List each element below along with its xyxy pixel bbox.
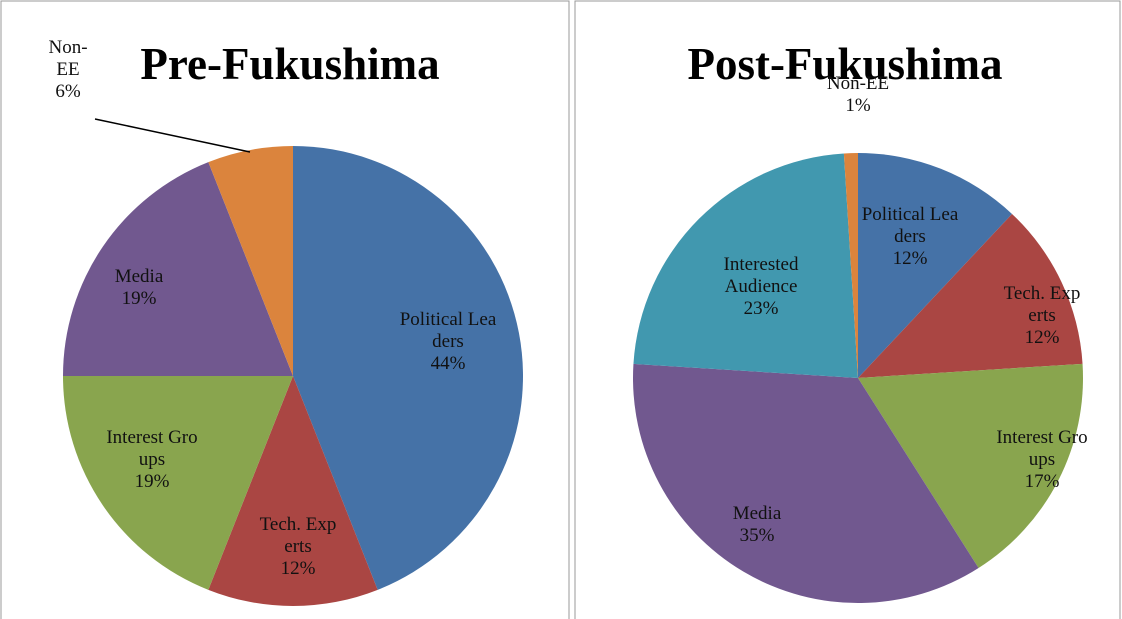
pie-slice — [843, 153, 858, 378]
slice-label: Interest Groups 17% — [992, 427, 1092, 493]
value-label: 6% — [55, 81, 81, 102]
category-label: Political Leaders — [861, 204, 959, 247]
category-label: Non-EE — [826, 73, 890, 94]
category-label: Interest Groups — [106, 427, 198, 470]
value-label: 19% — [134, 471, 170, 492]
pie-slice — [633, 153, 858, 378]
panel-border — [574, 0, 1121, 619]
slice-label: Interest Groups 19% — [102, 427, 202, 493]
value-label: 12% — [892, 248, 928, 269]
category-label: Political Leaders — [399, 309, 497, 352]
panel-border — [0, 0, 570, 619]
chart-title: Pre-Fukushima — [140, 39, 440, 89]
slice-label: Interested Audience 23% — [720, 254, 802, 320]
pie-slice — [858, 213, 1083, 378]
chart-title: Post-Fukushima — [687, 39, 1003, 89]
category-label: Interested Audience — [723, 254, 799, 297]
category-label: Media — [114, 266, 164, 287]
value-label: 19% — [121, 288, 157, 309]
slice-label: Media 35% — [717, 503, 797, 547]
slice-label: Political Leaders 12% — [860, 204, 960, 270]
value-label: 35% — [739, 525, 775, 546]
value-label: 44% — [430, 353, 466, 374]
value-label: 1% — [845, 95, 871, 116]
slice-label: Political Leaders 44% — [398, 309, 498, 375]
pie-slice — [63, 162, 293, 376]
pie-slice — [63, 376, 293, 590]
pie-slice — [858, 363, 1083, 568]
slice-label: Media 19% — [99, 266, 179, 310]
value-label: 23% — [743, 298, 779, 319]
category-label: Non-EE — [48, 37, 88, 80]
slice-label: Non-EE 1% — [808, 73, 908, 117]
leader-line — [94, 118, 251, 153]
category-label: Tech. Experts — [1003, 283, 1081, 326]
pie-slice — [632, 363, 979, 603]
pie-slice — [858, 153, 1013, 378]
slice-label: Non-EE 6% — [46, 37, 90, 103]
category-label: Interest Groups — [996, 427, 1088, 470]
slice-label: Tech. Experts 12% — [1002, 283, 1082, 349]
category-label: Media — [732, 503, 782, 524]
value-label: 12% — [280, 558, 316, 579]
pie-slice — [208, 376, 378, 606]
pie-slice — [208, 146, 293, 376]
value-label: 12% — [1024, 327, 1060, 348]
slice-label: Tech. Experts 12% — [258, 514, 338, 580]
category-label: Tech. Experts — [259, 514, 337, 557]
value-label: 17% — [1024, 471, 1060, 492]
pie-slice — [293, 146, 523, 590]
